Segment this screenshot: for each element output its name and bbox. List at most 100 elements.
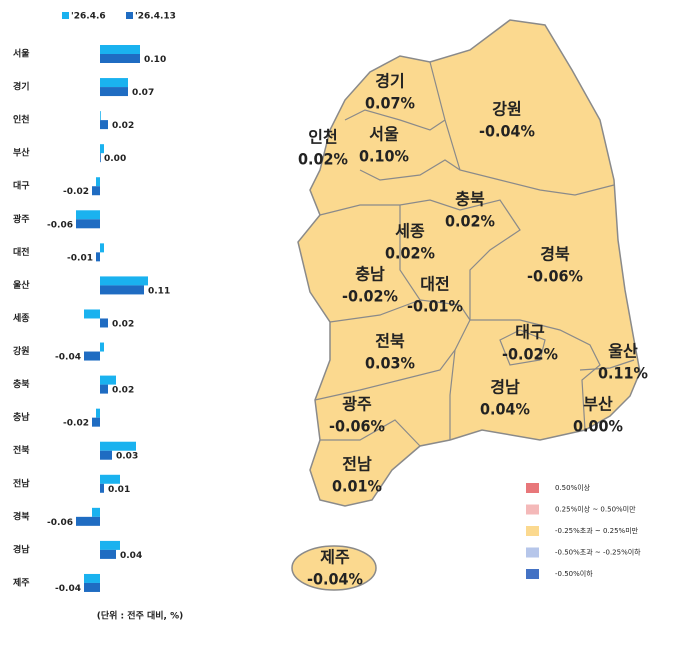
korea-map [291,19,641,591]
map-legend-swatch [526,569,539,579]
bar [100,474,120,484]
map-legend-swatch [526,504,539,515]
legend-label: '26.4.13 [135,12,176,22]
region-value: 0.02% [445,212,495,231]
value-label: -0.01 [67,253,93,263]
map-legend-swatch [526,547,539,558]
value-label: -0.04 [55,584,81,594]
region-value: 0.02% [385,244,435,263]
value-label: 0.02 [112,319,134,329]
value-label: -0.06 [47,220,73,230]
category-label: 대전 [13,246,30,258]
region-name: 강원 [492,100,521,119]
region-value: 0.01% [332,477,382,496]
region-value: 0.02% [298,150,348,169]
category-label: 경남 [13,543,30,555]
category-label: 전북 [13,444,30,456]
legend-swatch [126,12,133,19]
value-label: 0.01 [108,485,130,495]
bar [84,573,100,583]
category-label: 강원 [13,345,30,357]
map-legend-swatch [526,526,539,536]
category-label: 경북 [13,510,30,522]
map-legend-label: 0.50%이상 [555,483,591,492]
bar [100,120,108,130]
map-legend-label: -0.50%이하 [555,569,593,578]
bar [84,309,100,319]
category-label: 경기 [13,81,30,93]
category-label: 서울 [13,48,30,60]
value-label: 0.02 [112,386,134,396]
bar [100,384,108,394]
bar [100,441,136,451]
region-name: 대전 [420,275,449,294]
region-value: -0.06% [527,267,583,286]
unit-note: (단위 : 전주 대비, %) [97,610,183,622]
region-value: 0.10% [359,147,409,166]
bar [100,450,112,460]
bar [96,177,100,187]
region-value: 0.11% [598,364,648,383]
bar [100,45,140,54]
bar [100,243,104,253]
bar [76,210,100,220]
region-name: 인천 [308,128,337,147]
borders [314,61,635,447]
bar [96,252,100,262]
region-name: 경북 [540,245,570,264]
bar [100,54,140,63]
category-label: 인천 [13,115,30,126]
region-value: 0.04% [480,400,530,419]
bar [100,144,104,154]
bar [92,417,100,427]
region-name: 경남 [490,378,520,397]
region-name: 서울 [369,125,399,144]
region-name: 부산 [583,395,613,414]
bar [100,153,101,163]
value-label: 0.07 [132,88,154,98]
bar [100,342,104,352]
region-name: 제주 [320,548,350,567]
legend-label: '26.4.6 [71,12,106,22]
bar [100,549,116,559]
bar [100,375,116,385]
category-label: 제주 [13,576,30,588]
region-value: -0.01% [407,297,463,316]
region-value: 0.07% [365,94,415,113]
category-label: 광주 [13,213,30,225]
region-value: 0.00% [573,417,623,436]
region-value: -0.06% [329,417,385,436]
region-value: -0.04% [479,122,535,141]
region-name: 세종 [395,222,425,241]
region-name: 울산 [608,342,638,361]
bar [100,318,108,328]
region-name: 전북 [375,332,405,351]
map-legend-swatch [526,483,539,493]
bar [100,285,144,295]
value-label: 0.10 [144,55,166,65]
legend-swatch [62,12,69,19]
bar [84,582,100,592]
bar [84,351,100,361]
value-label: -0.04 [55,353,81,363]
bar [100,78,128,88]
value-label: 0.04 [120,551,142,561]
map-legend-label: -0.50%초과 ~ -0.25%이하 [555,548,641,557]
region-name: 광주 [342,395,372,414]
category-label: 세종 [13,312,30,324]
jeju [291,545,377,591]
category-label: 충남 [13,411,30,423]
value-label: 0.02 [112,121,134,131]
region-value: -0.04% [307,570,363,589]
value-label: 0.00 [104,154,126,164]
region-value: -0.02% [342,287,398,306]
bar [100,276,148,286]
bar [76,516,100,526]
bar [100,87,128,97]
bar [96,408,100,418]
region-name: 충남 [355,265,385,284]
region-value: 0.03% [365,354,415,373]
bar [100,111,101,121]
bar [92,186,100,196]
